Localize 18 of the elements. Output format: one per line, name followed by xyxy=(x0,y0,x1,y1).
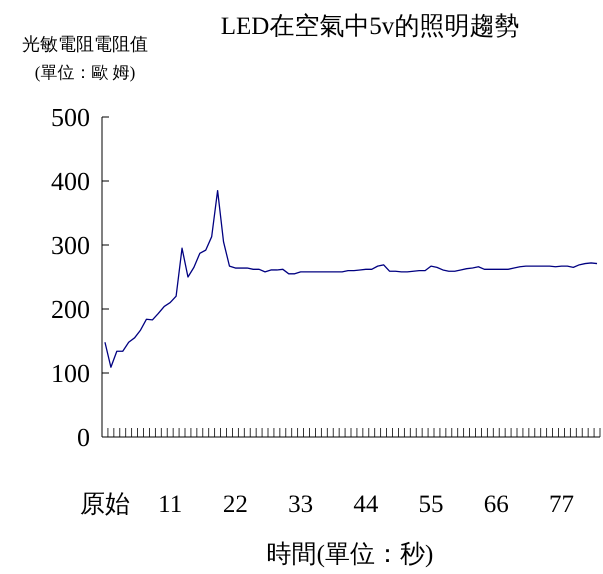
x-axis-title: 時間(單位：秒) xyxy=(266,541,434,568)
x-tick-label: 77 xyxy=(548,491,574,518)
x-tick-label: 55 xyxy=(418,491,444,518)
x-tick-label: 22 xyxy=(222,491,248,518)
y-tick-label: 200 xyxy=(51,295,90,324)
x-tick-label: 11 xyxy=(158,491,182,518)
y-tick-label: 300 xyxy=(51,231,90,260)
x-tick-label: 44 xyxy=(353,491,379,518)
y-axis-title: 光敏電阻電阻值 (單位：歐 姆) xyxy=(22,34,148,82)
x-tick-label: 66 xyxy=(484,491,509,518)
x-tick-label: 33 xyxy=(288,491,314,518)
y-tick-label: 400 xyxy=(51,167,90,196)
y-tick-label: 0 xyxy=(77,423,90,452)
y-tick-label: 500 xyxy=(51,103,90,132)
y-tick-label: 100 xyxy=(51,359,90,388)
chart-title: LED在空氣中5v的照明趨勢 xyxy=(220,12,520,40)
x-tick-label: 原始 xyxy=(80,491,130,518)
line-series xyxy=(104,190,598,368)
